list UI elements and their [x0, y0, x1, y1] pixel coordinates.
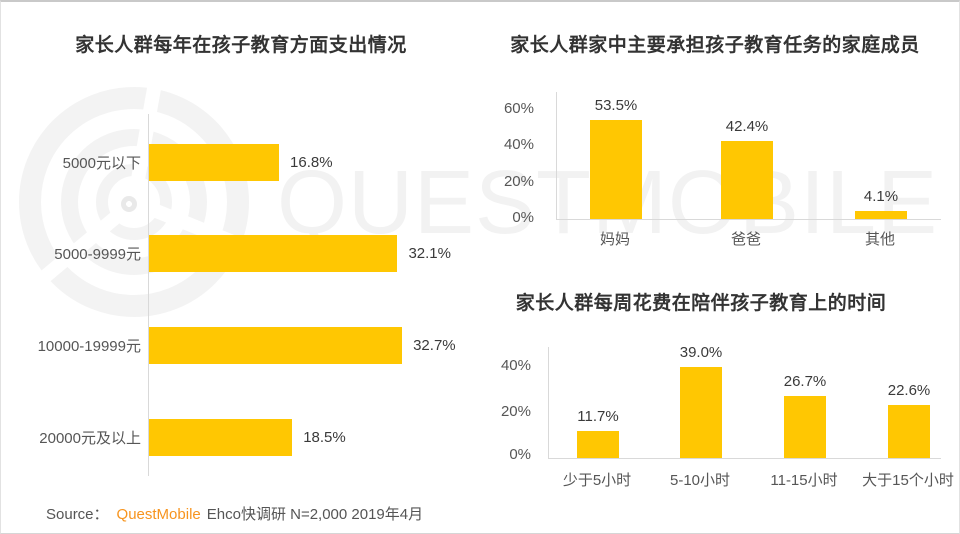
- value-label: 26.7%: [783, 372, 827, 390]
- category-label: 5000元以下: [62, 155, 141, 172]
- value-label: 4.1%: [863, 188, 899, 206]
- y-tick: 60%: [503, 100, 534, 117]
- value-label: 39.0%: [679, 344, 723, 362]
- bar: [784, 395, 826, 458]
- category-label: 11-15小时: [770, 472, 838, 489]
- bar: [149, 327, 403, 364]
- category-label: 其他: [864, 231, 896, 248]
- category-label: 妈妈: [599, 231, 631, 248]
- value-label: 11.7%: [577, 407, 619, 425]
- y-tick: 40%: [503, 136, 534, 153]
- chart-annual-education-spend: 家长人群每年在孩子教育方面支出情况 5000元以下 16.8% 5000-999…: [1, 2, 481, 502]
- y-tick: 0%: [509, 446, 531, 463]
- category-label: 5-10小时: [669, 472, 731, 489]
- category-label: 少于5小时: [562, 472, 632, 489]
- bar: [149, 235, 398, 272]
- value-label: 42.4%: [725, 117, 769, 135]
- bar: [721, 140, 773, 219]
- y-axis-line: [148, 114, 149, 476]
- y-tick: 20%: [503, 173, 534, 190]
- y-tick: 20%: [500, 403, 531, 420]
- source-line: Source： QuestMobile Ehco快调研 N=2,000 2019年4…: [46, 503, 423, 524]
- source-prefix: Source：: [46, 506, 109, 523]
- plot-area: 53.5% 42.4% 4.1%: [556, 92, 941, 220]
- value-label: 53.5%: [594, 97, 638, 115]
- questmobile-logo-dot: [121, 196, 137, 212]
- bar-row: 20000元及以上 18.5%: [1, 419, 346, 456]
- chart-title: 家长人群家中主要承担孩子教育任务的家庭成员: [510, 35, 920, 56]
- chart-weekly-accompany-time: 家长人群每周花费在陪伴孩子教育上的时间 40% 20% 0% 11.7% 39.…: [471, 272, 959, 533]
- y-tick: 40%: [500, 357, 531, 374]
- plot-area: 11.7% 39.0% 26.7% 22.6%: [548, 344, 941, 459]
- bar: [577, 430, 619, 458]
- chart-main-education-family-member: 家长人群家中主要承担孩子教育任务的家庭成员 60% 40% 20% 0% 53.…: [471, 2, 959, 272]
- source-brand: QuestMobile: [116, 506, 201, 523]
- bar: [680, 367, 722, 458]
- value-label: 22.6%: [887, 382, 931, 400]
- bar: [149, 144, 280, 181]
- value-label: 16.8%: [290, 154, 333, 171]
- category-label: 20000元及以上: [39, 430, 141, 447]
- bar: [590, 120, 642, 219]
- chart-title: 家长人群每周花费在陪伴孩子教育上的时间: [515, 293, 887, 314]
- value-label: 32.1%: [408, 245, 451, 262]
- category-label: 5000-9999元: [54, 246, 141, 263]
- bar: [888, 405, 930, 458]
- bar: [855, 211, 907, 219]
- bar: [149, 419, 293, 456]
- y-tick: 0%: [512, 209, 534, 226]
- value-label: 32.7%: [413, 337, 456, 354]
- bar-row: 5000-9999元 32.1%: [1, 235, 451, 272]
- category-label: 10000-19999元: [37, 338, 141, 355]
- category-label: 大于15个小时: [862, 472, 954, 489]
- value-label: 18.5%: [303, 429, 346, 446]
- bar-row: 5000元以下 16.8%: [1, 144, 333, 181]
- bar-row: 10000-19999元 32.7%: [1, 327, 456, 364]
- source-detail: Ehco快调研 N=2,000 2019年4月: [206, 506, 424, 523]
- category-label: 爸爸: [730, 231, 762, 248]
- chart-title: 家长人群每年在孩子教育方面支出情况: [75, 35, 407, 56]
